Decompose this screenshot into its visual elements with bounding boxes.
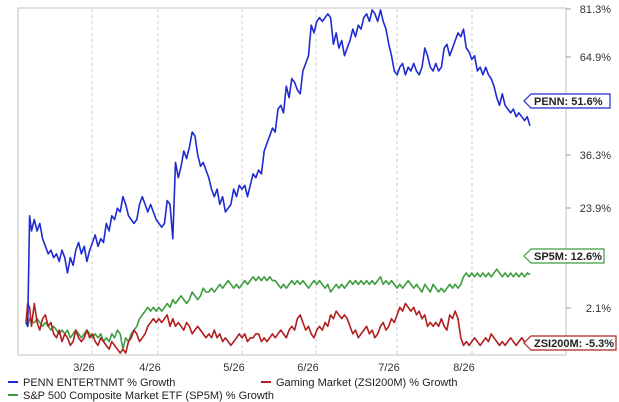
y-tick-label: 2.1% bbox=[586, 303, 611, 315]
plot-frame bbox=[17, 7, 567, 356]
x-tick-label: 5/26 bbox=[223, 362, 244, 374]
end-tag-label: SP5M: 12.6% bbox=[534, 251, 602, 263]
legend-label: PENN ENTERTNMT % Growth bbox=[23, 377, 175, 389]
x-tick-label: 8/26 bbox=[453, 362, 474, 374]
end-tag-box bbox=[523, 248, 605, 264]
series-lines bbox=[25, 9, 531, 354]
series-line-2 bbox=[25, 268, 531, 350]
legend-label: S&P 500 Composite Market ETF (SP5M) % Gr… bbox=[23, 390, 274, 402]
x-axis-ticks: 3/26 4/26 5/26 6/26 7/26 8/26 bbox=[73, 362, 474, 374]
series-line-0 bbox=[25, 9, 531, 328]
y-tick-label: 36.3% bbox=[580, 150, 611, 162]
end-tags: PENN: 51.6% SP5M: 12.6% ZSI200M: -5.3% bbox=[523, 93, 617, 351]
y-axis-ticks: 81.3%64.9%51.6%36.3%23.9%2.1% bbox=[566, 4, 611, 344]
y-tick-label: 81.3% bbox=[580, 4, 611, 16]
series-line-1 bbox=[25, 302, 531, 354]
x-tick-label: 6/26 bbox=[297, 362, 318, 374]
y-tick-label: 23.9% bbox=[580, 203, 611, 215]
x-tick-label: 3/26 bbox=[73, 362, 94, 374]
legend: PENN ENTERTNMT % Growth Gaming Market (ZS… bbox=[8, 377, 458, 402]
x-tick-label: 7/26 bbox=[378, 362, 399, 374]
legend-label: Gaming Market (ZSI200M) % Growth bbox=[276, 377, 458, 389]
end-tag-box bbox=[523, 93, 611, 109]
end-tag-label: PENN: 51.6% bbox=[534, 96, 603, 108]
end-tag-box bbox=[523, 335, 617, 351]
end-tag-label: ZSI200M: -5.3% bbox=[534, 338, 614, 350]
y-tick-label: 64.9% bbox=[580, 52, 611, 64]
x-tick-label: 4/26 bbox=[139, 362, 160, 374]
